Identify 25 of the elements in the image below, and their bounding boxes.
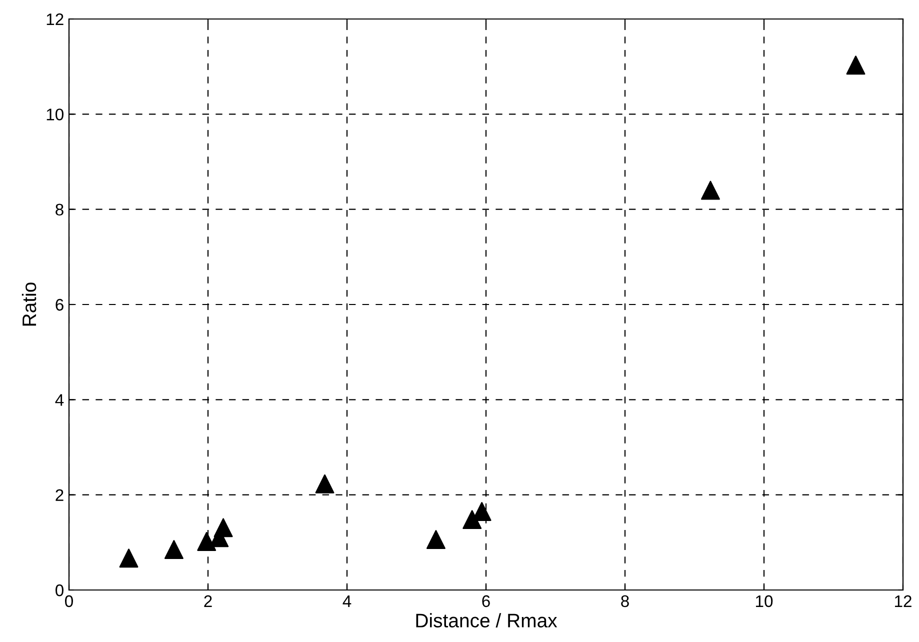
point	[426, 530, 446, 550]
y-tick-label: 8	[56, 204, 64, 216]
x-tick-label: 12	[895, 595, 912, 607]
x-tick-label: 4	[342, 595, 352, 607]
y-tick-label: 4	[55, 394, 64, 406]
x-tick-label: 0	[65, 595, 73, 608]
point	[315, 474, 334, 494]
point	[846, 56, 866, 75]
y-tick-label: 12	[46, 13, 64, 26]
x-tick-label: 2	[204, 595, 212, 607]
point	[701, 180, 720, 200]
x-tick-label: 10	[756, 595, 773, 608]
y-axis-title: Ratio	[22, 282, 36, 326]
point	[197, 532, 216, 551]
point	[164, 540, 184, 560]
point	[119, 548, 138, 568]
point	[214, 518, 233, 538]
y-tick-label: 2	[56, 489, 64, 501]
point	[462, 510, 482, 530]
x-tick-label: 8	[621, 595, 629, 608]
x-tick-label: 6	[482, 595, 490, 608]
y-tick-label: 10	[46, 108, 64, 120]
y-tick-label: 6	[56, 298, 64, 311]
x-axis-title: Distance / Rmax	[416, 613, 558, 628]
y-tick-label: 0	[56, 584, 64, 596]
